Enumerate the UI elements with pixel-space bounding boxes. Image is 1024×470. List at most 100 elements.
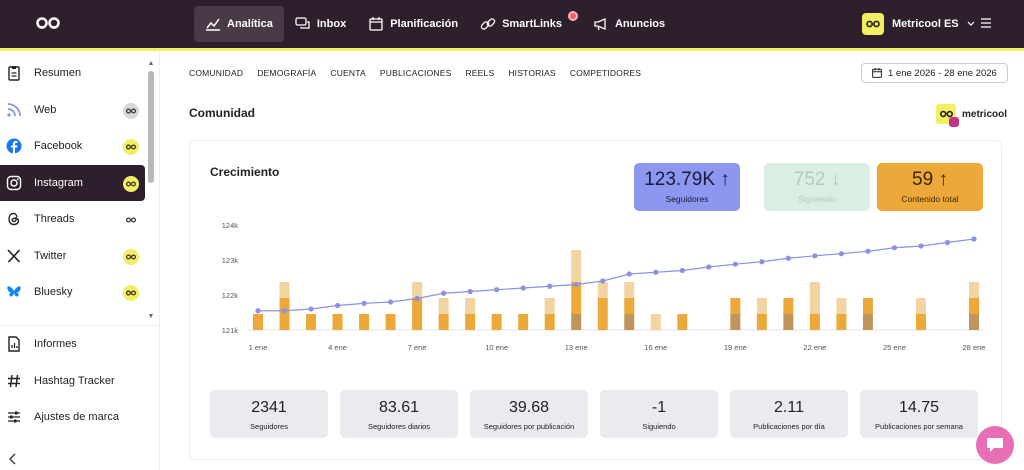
nav-smartlinks[interactable]: SmartLinks (469, 6, 582, 42)
metric-publicaciones-dia: 2.11 Publicaciones por día (730, 390, 848, 438)
rss-icon (7, 102, 21, 117)
line-point (573, 281, 579, 288)
line-point (600, 278, 606, 284)
nav-anuncios[interactable]: Anuncios (582, 6, 676, 42)
bar (306, 314, 317, 330)
stat-siguiendo[interactable]: 752 ↓ Siguiendo (764, 163, 870, 211)
bar (332, 314, 343, 330)
tab-reels[interactable]: REELS (465, 68, 495, 78)
y-tick-label: 121k (222, 326, 239, 335)
sidebar-item-resumen[interactable]: Resumen (0, 55, 150, 92)
metric-label: Seguidores diarios (367, 422, 431, 431)
tab-comunidad[interactable]: COMUNIDAD (189, 68, 244, 78)
page-title: Comunidad (189, 106, 255, 120)
chart-line-icon (206, 18, 220, 31)
bar (597, 282, 608, 298)
nav-label: Planificación (390, 18, 459, 30)
butterfly-icon (7, 286, 21, 297)
stat-label: Siguiendo (798, 194, 836, 204)
stat-value: 123.79K (644, 169, 715, 190)
support-chat-button[interactable] (976, 426, 1014, 464)
bar (730, 298, 741, 314)
notification-dot (567, 11, 578, 21)
bar (385, 314, 396, 330)
nav-planificacion[interactable]: Planificación (357, 6, 469, 42)
tab-competidores[interactable]: COMPETIDORES (569, 68, 642, 78)
chevron-down-icon (967, 21, 975, 26)
x-tick-label: 4 ene (328, 343, 347, 352)
tab-cuenta[interactable]: CUENTA (330, 68, 366, 78)
hamburger-menu-icon[interactable] (980, 17, 992, 29)
bar (571, 282, 582, 314)
bar (412, 282, 423, 298)
sliders-icon (8, 411, 20, 423)
sidebar-item-label: Bluesky (34, 286, 73, 299)
sidebar-item-instagram[interactable]: Instagram (0, 164, 145, 201)
date-range-picker[interactable]: 1 ene 2026 - 28 ene 2026 (861, 63, 1008, 83)
nav-analitica[interactable]: Analítica (194, 6, 284, 42)
y-tick-label: 123k (222, 256, 239, 265)
line-point (785, 255, 791, 261)
bar (359, 314, 370, 330)
report-icon (8, 336, 20, 352)
bar (491, 314, 502, 330)
date-range-text: 1 ene 2026 - 28 ene 2026 (888, 67, 997, 79)
bar (544, 314, 555, 330)
top-bar: Analítica Inbox Planificación SmartLinks… (0, 0, 1024, 48)
connected-badge-icon (123, 248, 139, 265)
nav-label: SmartLinks (502, 18, 562, 30)
collapse-sidebar-icon[interactable] (8, 453, 18, 465)
bar (571, 250, 582, 282)
bar (862, 298, 873, 314)
link-icon (480, 18, 496, 30)
line-point (865, 248, 871, 254)
metric-seguidores-por-publicacion: 39.68 Seguidores por publicación (470, 390, 588, 438)
tab-historias[interactable]: HISTORIAS (508, 68, 556, 78)
nav-label: Inbox (316, 18, 347, 30)
metric-label: Seguidores (250, 422, 288, 431)
connected-badge-icon (123, 285, 139, 301)
metric-label: Seguidores por publicación (483, 422, 575, 431)
bar (438, 314, 449, 330)
bar (969, 298, 979, 314)
connected-badge-icon (123, 175, 139, 192)
sidebar-item-twitter[interactable]: Twitter (0, 238, 150, 275)
bar (783, 314, 794, 330)
account-switcher[interactable]: Metricool ES (862, 13, 975, 35)
sidebar-item-label: Ajustes de marca (34, 411, 119, 424)
arrow-down-icon: ↓ (830, 169, 841, 190)
sidebar-item-ajustes-marca[interactable]: Ajustes de marca (0, 399, 160, 436)
sidebar-item-label: Facebook (34, 140, 83, 153)
stat-value: 59 (912, 169, 934, 190)
bar (836, 298, 847, 314)
x-tick-label: 10 ene (485, 343, 508, 352)
scroll-up-arrow[interactable]: ▲ (147, 60, 155, 67)
line-point (706, 264, 712, 270)
tab-demografia[interactable]: DEMOGRAFÍA (257, 68, 317, 78)
stat-seguidores[interactable]: 123.79K ↑ Seguidores (634, 163, 740, 211)
sidebar-item-facebook[interactable]: Facebook (0, 128, 150, 165)
tab-publicaciones[interactable]: PUBLICACIONES (379, 68, 452, 78)
bar (915, 314, 926, 330)
stat-contenido-total[interactable]: 59 ↑ Contenido total (877, 163, 983, 211)
sidebar-item-hashtag-tracker[interactable]: Hashtag Tracker (0, 363, 160, 400)
sidebar-item-threads[interactable]: Threads (0, 201, 150, 238)
scroll-down-arrow[interactable]: ▼ (147, 313, 155, 320)
account-logo-icon (862, 13, 884, 35)
metric-label: Publicaciones por día (753, 422, 825, 431)
x-tick-label: 28 ene (963, 343, 986, 352)
sidebar-item-informes[interactable]: Informes (0, 326, 160, 363)
calendar-icon (369, 17, 383, 31)
growth-chart: 124k 123k 122k 121k 1 ene 4 ene 7 ene 10 ene 13 … (222, 221, 986, 352)
line-point (387, 299, 394, 305)
metricool-logo-icon[interactable] (36, 16, 60, 30)
bar (465, 314, 476, 330)
sidebar-item-web[interactable]: Web (0, 92, 150, 129)
sidebar-scrollbar-thumb[interactable] (148, 71, 154, 183)
brand-logo-icon (936, 104, 959, 127)
line-point (838, 251, 845, 257)
nav-inbox[interactable]: Inbox (284, 6, 357, 42)
sidebar-item-bluesky[interactable]: Bluesky (0, 274, 150, 311)
metric-value: 39.68 (508, 399, 550, 416)
line-point (441, 290, 447, 296)
